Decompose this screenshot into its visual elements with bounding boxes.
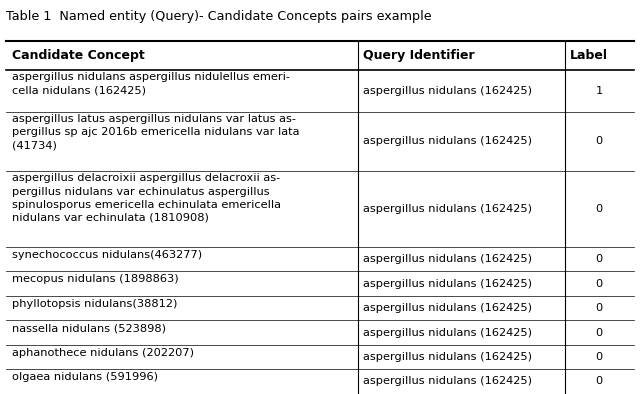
Text: aspergillus nidulans (162425): aspergillus nidulans (162425) — [363, 376, 532, 387]
Text: phyllotopsis nidulans(38812): phyllotopsis nidulans(38812) — [12, 299, 177, 309]
Text: 0: 0 — [595, 376, 603, 387]
Text: 0: 0 — [595, 303, 603, 313]
Text: Candidate Concept: Candidate Concept — [12, 49, 144, 62]
Text: aspergillus nidulans aspergillus nidulellus emeri-
cella nidulans (162425): aspergillus nidulans aspergillus nidulel… — [12, 72, 289, 96]
Text: aphanothece nidulans (202207): aphanothece nidulans (202207) — [12, 348, 193, 357]
Text: nassella nidulans (523898): nassella nidulans (523898) — [12, 323, 166, 333]
Text: aspergillus nidulans (162425): aspergillus nidulans (162425) — [363, 352, 532, 362]
Text: 0: 0 — [595, 254, 603, 264]
Text: Query Identifier: Query Identifier — [363, 49, 474, 62]
Text: 1: 1 — [595, 85, 603, 96]
Text: aspergillus nidulans (162425): aspergillus nidulans (162425) — [363, 254, 532, 264]
Text: aspergillus nidulans (162425): aspergillus nidulans (162425) — [363, 327, 532, 338]
Text: aspergillus nidulans (162425): aspergillus nidulans (162425) — [363, 279, 532, 289]
Text: aspergillus nidulans (162425): aspergillus nidulans (162425) — [363, 303, 532, 313]
Text: olgaea nidulans (591996): olgaea nidulans (591996) — [12, 372, 157, 382]
Text: synechococcus nidulans(463277): synechococcus nidulans(463277) — [12, 250, 202, 260]
Text: aspergillus nidulans (162425): aspergillus nidulans (162425) — [363, 136, 532, 146]
Text: aspergillus nidulans (162425): aspergillus nidulans (162425) — [363, 204, 532, 214]
Text: aspergillus delacroixii aspergillus delacroxii as-
pergillus nidulans var echinu: aspergillus delacroixii aspergillus dela… — [12, 173, 280, 223]
Text: 0: 0 — [595, 352, 603, 362]
Text: 0: 0 — [595, 204, 603, 214]
Text: mecopus nidulans (1898863): mecopus nidulans (1898863) — [12, 274, 178, 284]
Text: aspergillus latus aspergillus nidulans var latus as-
pergillus sp ajc 2016b emer: aspergillus latus aspergillus nidulans v… — [12, 114, 299, 151]
Text: aspergillus nidulans (162425): aspergillus nidulans (162425) — [363, 85, 532, 96]
Text: Label: Label — [570, 49, 608, 62]
Text: 0: 0 — [595, 327, 603, 338]
Text: 0: 0 — [595, 279, 603, 289]
Text: Table 1  Named entity (Query)- Candidate Concepts pairs example: Table 1 Named entity (Query)- Candidate … — [6, 10, 432, 23]
Text: 0: 0 — [595, 136, 603, 146]
